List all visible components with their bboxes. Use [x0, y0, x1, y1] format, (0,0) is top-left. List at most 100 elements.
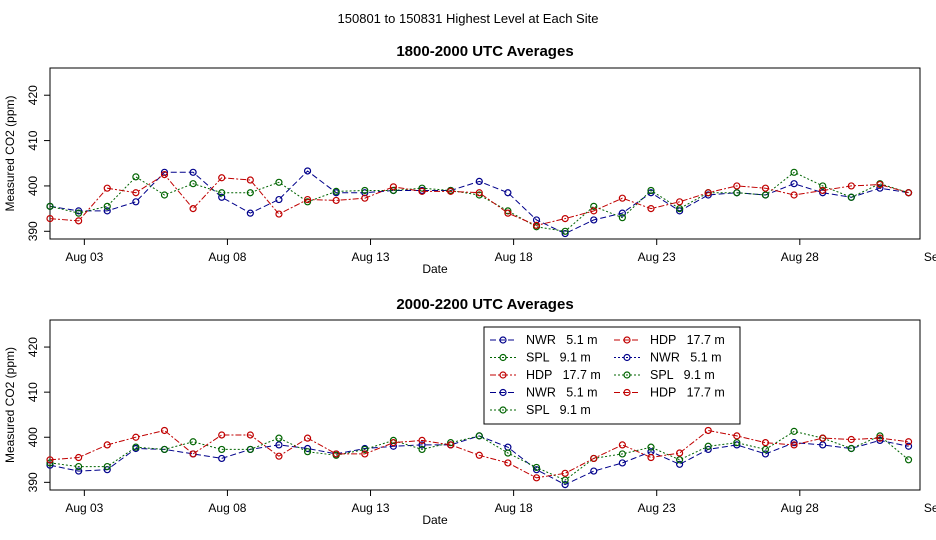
data-point [218, 445, 226, 454]
plot-frame [49, 319, 921, 491]
data-point [303, 444, 312, 453]
data-point [876, 436, 884, 444]
data-point [303, 448, 312, 456]
x-axis-label: Date [422, 262, 448, 276]
data-point [761, 450, 770, 458]
data-point [475, 451, 483, 459]
data-point [275, 195, 283, 204]
data-point [618, 194, 626, 202]
legend-marker [499, 406, 507, 414]
data-point [218, 174, 226, 182]
legend-label: NWR 5.1 m [650, 351, 722, 365]
data-point [218, 193, 226, 201]
x-tick-label: Aug 03 [65, 501, 103, 515]
data-point [676, 449, 684, 457]
y-tick-label: 390 [26, 221, 40, 241]
y-tick-label: 420 [26, 337, 40, 357]
data-point [876, 434, 884, 442]
chart-title: 2000-2200 UTC Averages [396, 296, 573, 313]
data-point [361, 194, 369, 202]
x-axis-label: Date [422, 513, 448, 527]
data-point [790, 191, 798, 199]
data-point [389, 183, 398, 191]
data-point [246, 445, 254, 454]
data-point [475, 189, 483, 197]
y-tick-label: 420 [26, 85, 40, 105]
data-point [790, 439, 798, 447]
data-point [733, 441, 741, 449]
data-point [676, 205, 684, 213]
data-point [75, 217, 83, 225]
figure-title: 150801 to 150831 Highest Level at Each S… [338, 11, 599, 26]
data-point [275, 452, 283, 460]
data-point [733, 432, 741, 440]
data-point [303, 195, 312, 204]
data-point [246, 431, 254, 439]
data-point [590, 202, 598, 210]
legend-entry: NWR 5.1 m [614, 351, 722, 365]
data-point [275, 434, 283, 442]
data-point [160, 170, 169, 179]
x-tick-label: Sep 02 [924, 501, 936, 515]
legend-box [483, 326, 741, 425]
legend-marker [623, 388, 631, 397]
legend-marker [499, 371, 507, 379]
data-point [303, 434, 312, 442]
series-nwr [46, 167, 913, 238]
data-point [246, 209, 254, 217]
data-point [876, 184, 884, 192]
data-point [132, 189, 140, 197]
data-point [218, 431, 226, 439]
series-line [49, 173, 909, 226]
legend-marker [499, 336, 507, 344]
data-point [561, 227, 569, 235]
x-tick-label: Aug 13 [352, 250, 390, 264]
data-point [704, 426, 712, 435]
x-tick-label: Aug 08 [208, 250, 246, 264]
series-line [49, 430, 909, 481]
data-point [418, 441, 426, 449]
data-point [733, 182, 741, 190]
data-point [103, 202, 111, 210]
y-tick-label: 410 [26, 130, 40, 150]
legend-entry: HDP 17.7 m [490, 368, 601, 382]
data-point [618, 214, 626, 222]
x-tick-label: Aug 18 [495, 250, 533, 264]
data-point [647, 443, 655, 451]
data-point [303, 167, 312, 175]
data-point [847, 435, 855, 444]
data-point [647, 453, 655, 462]
data-point [590, 207, 598, 215]
data-point [504, 209, 512, 217]
data-point [475, 432, 483, 440]
legend-marker [623, 336, 631, 344]
legend-label: NWR 5.1 m [526, 333, 598, 347]
data-point [75, 467, 83, 475]
x-tick-label: Aug 13 [352, 501, 390, 515]
data-point [704, 191, 712, 199]
data-point [761, 445, 770, 454]
data-point [561, 476, 569, 484]
data-point [189, 168, 197, 176]
data-point [618, 459, 626, 467]
x-tick-label: Aug 23 [638, 250, 676, 264]
data-point [418, 184, 426, 192]
x-tick-label: Aug 28 [781, 501, 819, 515]
data-point [132, 443, 140, 451]
data-point [847, 182, 855, 190]
data-point [46, 214, 54, 223]
data-point [532, 221, 541, 229]
data-point [647, 205, 655, 213]
legend-entry: HDP 17.7 m [614, 386, 725, 400]
legend-label: HDP 17.7 m [650, 333, 725, 347]
data-point [590, 467, 598, 475]
data-point [790, 180, 798, 188]
legend-label: SPL 9.1 m [526, 403, 591, 417]
legend-entry: SPL 9.1 m [614, 368, 715, 382]
y-axis-label: Measured CO2 (ppm) [3, 347, 17, 463]
data-point [275, 441, 283, 449]
data-point [103, 462, 111, 471]
data-point [676, 460, 684, 468]
legend-label: SPL 9.1 m [526, 351, 591, 365]
data-point [561, 214, 569, 223]
